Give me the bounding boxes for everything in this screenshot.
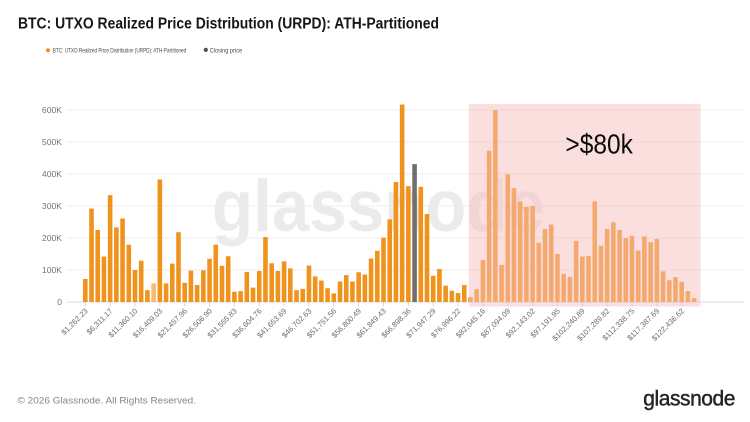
svg-text:>$80k: >$80k <box>565 129 633 160</box>
svg-text:Closing price: Closing price <box>210 48 243 55</box>
svg-text:0: 0 <box>57 297 62 307</box>
svg-text:200K: 200K <box>42 233 62 243</box>
svg-text:BTC: UTXO Realized Price Distr: BTC: UTXO Realized Price Distribution (U… <box>53 48 187 55</box>
svg-text:glassnode: glassnode <box>643 388 735 411</box>
svg-text:BTC: UTXO Realized Price Distr: BTC: UTXO Realized Price Distribution (U… <box>18 16 439 33</box>
svg-text:© 2026 Glassnode. All Rights R: © 2026 Glassnode. All Rights Reserved. <box>18 395 196 405</box>
svg-text:300K: 300K <box>42 201 62 211</box>
svg-text:600K: 600K <box>42 105 62 115</box>
svg-text:500K: 500K <box>42 137 62 147</box>
svg-text:400K: 400K <box>42 169 62 179</box>
svg-text:100K: 100K <box>42 265 62 275</box>
